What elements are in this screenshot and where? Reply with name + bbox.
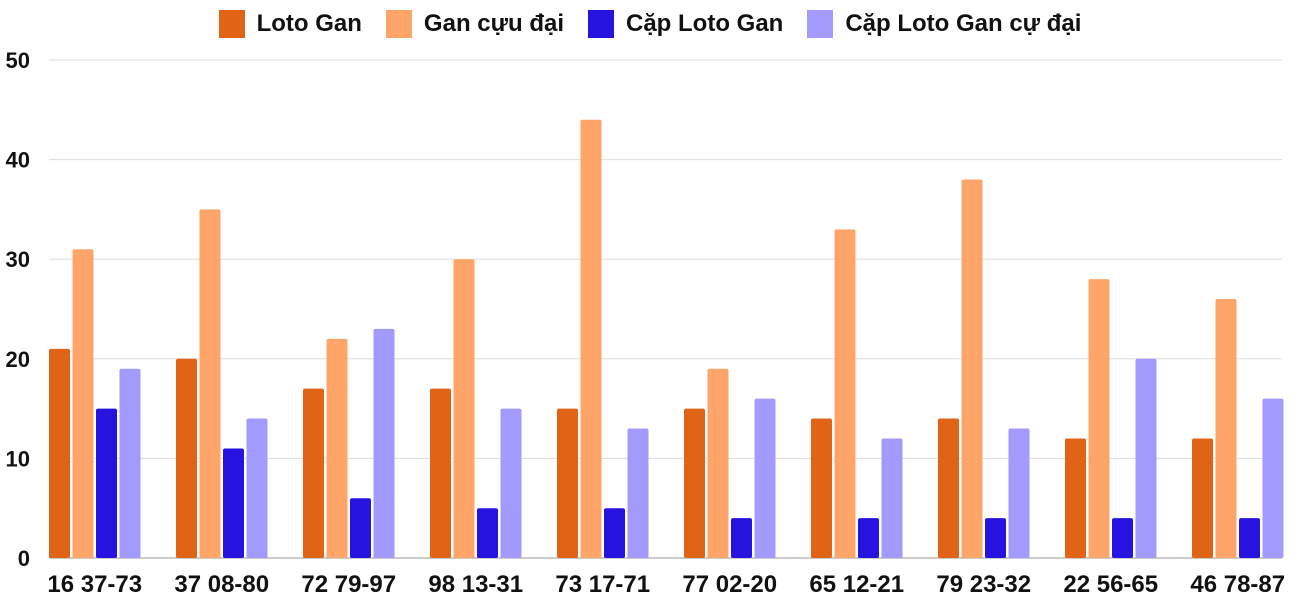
- bar-gan-cựu-đại: [961, 179, 983, 558]
- bar-loto-gan: [1065, 438, 1086, 558]
- bar-cặp-loto-gan-cự-đại: [1135, 358, 1157, 558]
- bar-cặp-loto-gan-cự-đại: [627, 428, 649, 558]
- bar-loto-gan: [557, 408, 578, 558]
- legend-item: Gan cựu đại: [385, 10, 564, 38]
- bar-loto-gan: [49, 348, 70, 558]
- bar-loto-gan: [811, 418, 832, 558]
- bar-gan-cựu-đại: [326, 338, 348, 558]
- x-tick-label: 79 23-32: [936, 571, 1031, 598]
- legend-label: Loto Gan: [256, 10, 362, 37]
- bar-loto-gan: [176, 358, 197, 558]
- bar-loto-gan: [684, 408, 705, 558]
- bar-gan-cựu-đại: [580, 119, 602, 558]
- x-tick-label: 65 12-21: [809, 571, 904, 598]
- y-tick-label: 20: [6, 347, 30, 372]
- bar-cặp-loto-gan: [96, 408, 117, 558]
- bar-gan-cựu-đại: [1088, 279, 1110, 558]
- y-tick-label: 40: [6, 148, 30, 173]
- bar-gan-cựu-đại: [199, 209, 221, 558]
- bar-loto-gan: [938, 418, 959, 558]
- bar-loto-gan: [303, 388, 324, 558]
- bar-cặp-loto-gan: [477, 508, 498, 558]
- x-tick-label: 72 79-97: [301, 571, 396, 598]
- y-tick-label: 50: [6, 48, 30, 73]
- bar-cặp-loto-gan-cự-đại: [754, 398, 776, 558]
- legend-swatch: [807, 10, 834, 38]
- bar-cặp-loto-gan-cự-đại: [1008, 428, 1030, 558]
- legend-item: Cặp Loto Gan cự đại: [807, 10, 1081, 38]
- bar-loto-gan: [430, 388, 451, 558]
- bar-cặp-loto-gan: [731, 518, 752, 558]
- y-tick-label: 0: [18, 546, 30, 571]
- bar-gan-cựu-đại: [453, 259, 475, 558]
- bar-cặp-loto-gan: [223, 448, 244, 558]
- bar-cặp-loto-gan: [858, 518, 879, 558]
- bar-cặp-loto-gan: [604, 508, 625, 558]
- x-tick-label: 77 02-20: [682, 571, 777, 598]
- bar-gan-cựu-đại: [72, 249, 94, 559]
- bar-cặp-loto-gan: [1239, 518, 1260, 558]
- legend-swatch: [385, 10, 412, 38]
- bar-cặp-loto-gan-cự-đại: [500, 408, 522, 558]
- bar-cặp-loto-gan: [985, 518, 1006, 558]
- x-tick-label: 73 17-71: [555, 571, 650, 598]
- legend-item: Loto Gan: [218, 10, 362, 38]
- legend-swatch: [218, 10, 245, 38]
- bar-cặp-loto-gan-cự-đại: [246, 418, 268, 558]
- bar-cặp-loto-gan: [1112, 518, 1133, 558]
- y-tick-label: 10: [6, 446, 30, 471]
- y-tick-label: 30: [6, 247, 30, 272]
- bar-loto-gan: [1192, 438, 1213, 558]
- legend-label: Cặp Loto Gan cự đại: [845, 10, 1082, 37]
- x-tick-label: 98 13-31: [428, 571, 523, 598]
- x-tick-label: 46 78-87: [1190, 571, 1285, 598]
- x-tick-label: 37 08-80: [174, 571, 269, 598]
- bar-gan-cựu-đại: [1215, 299, 1237, 558]
- bar-cặp-loto-gan-cự-đại: [1262, 398, 1284, 558]
- legend-label: Gan cựu đại: [423, 10, 564, 37]
- legend-item: Cặp Loto Gan: [588, 10, 783, 38]
- x-tick-label: 22 56-65: [1063, 571, 1158, 598]
- bar-gan-cựu-đại: [834, 229, 856, 558]
- bar-cặp-loto-gan-cự-đại: [373, 328, 395, 558]
- bar-cặp-loto-gan-cự-đại: [119, 368, 141, 558]
- bar-cặp-loto-gan-cự-đại: [881, 438, 903, 558]
- legend-label: Cặp Loto Gan: [626, 10, 784, 37]
- x-tick-label: 16 37-73: [47, 571, 142, 598]
- legend: Loto Gan Gan cựu đại Cặp Loto Gan Cặp Loto …: [0, 10, 1300, 38]
- legend-swatch: [588, 10, 614, 38]
- bar-gan-cựu-đại: [707, 368, 729, 558]
- bar-cặp-loto-gan: [350, 498, 371, 558]
